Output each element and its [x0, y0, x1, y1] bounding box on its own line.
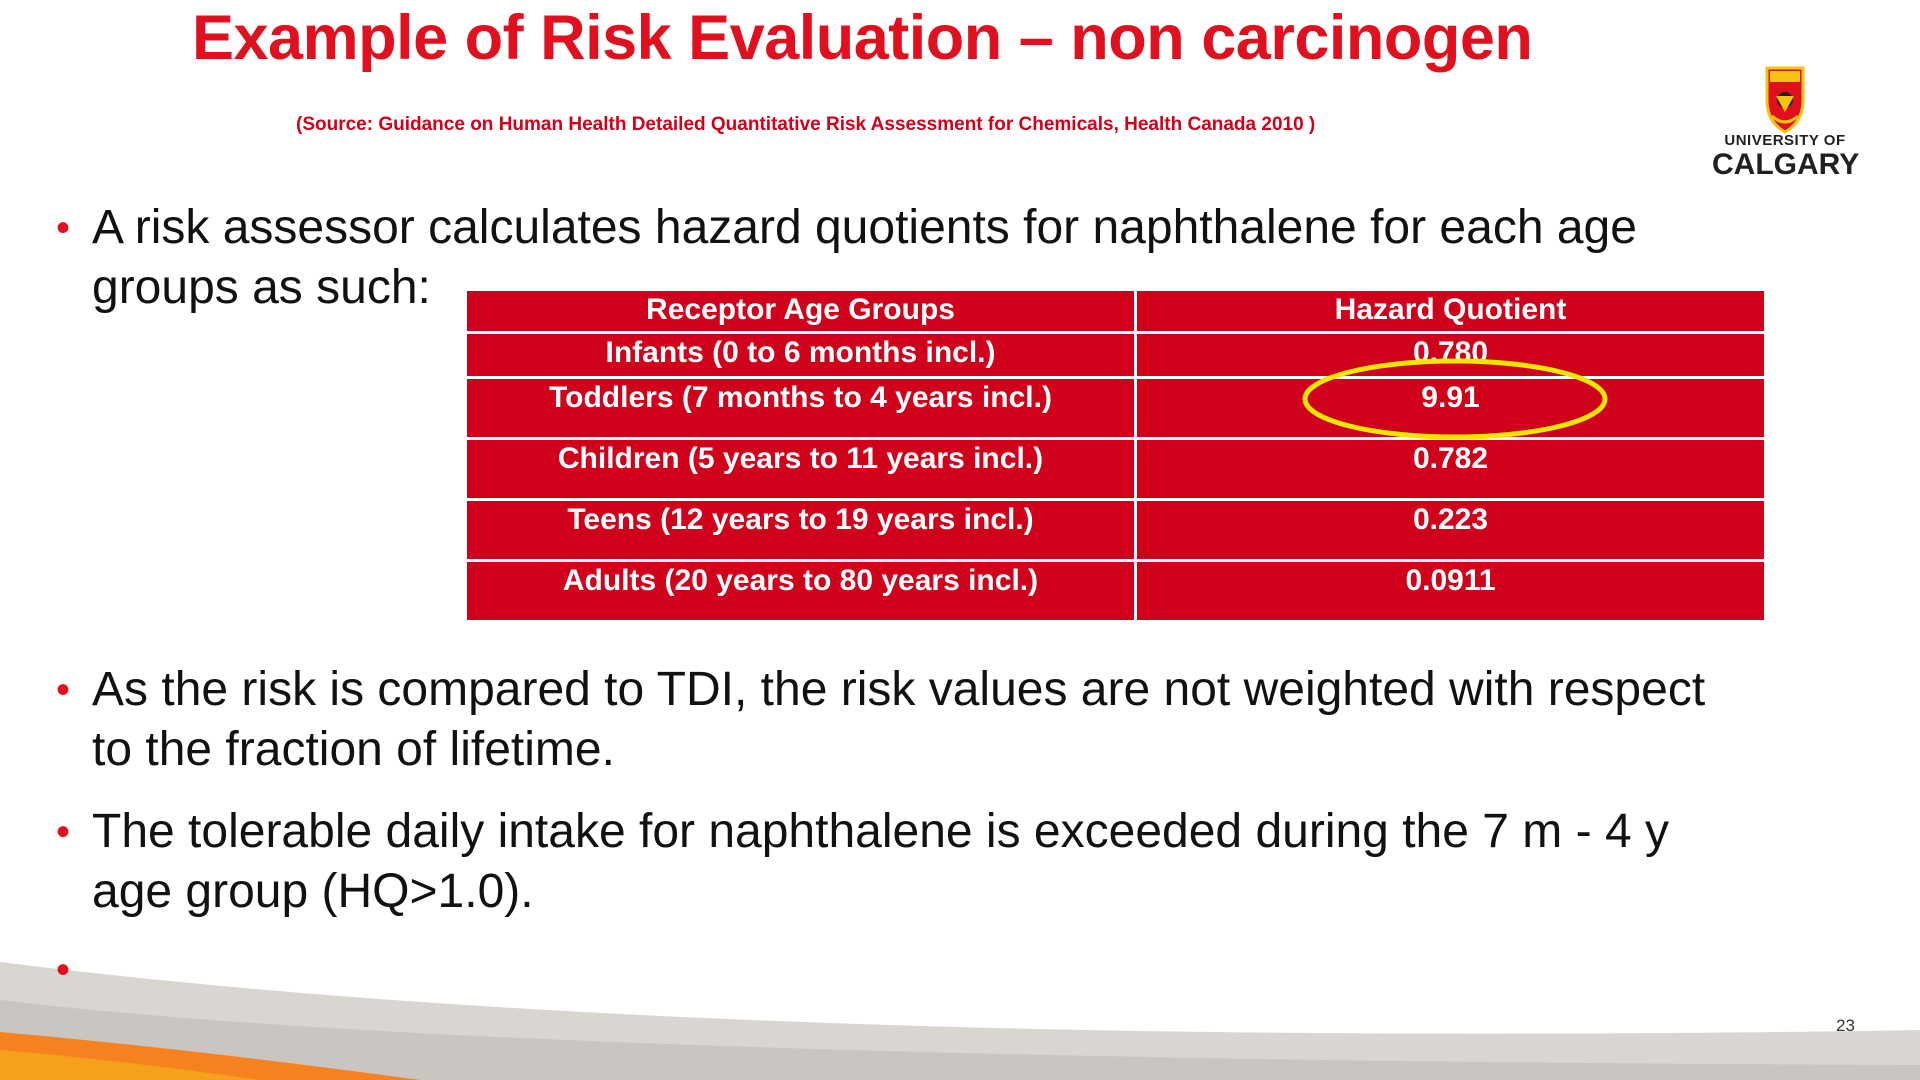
- bullet-3-line-1: The tolerable daily intake for naphthale…: [92, 805, 1669, 858]
- age-group-cell: Infants (0 to 6 months incl.): [464, 331, 1137, 379]
- table-row: Teens (12 years to 19 years incl.) 0.223: [464, 498, 1767, 562]
- hazard-quotient-table: Receptor Age Groups Hazard Quotient Infa…: [464, 288, 1767, 623]
- age-group-cell: Children (5 years to 11 years incl.): [464, 437, 1137, 501]
- university-crest-icon: [1765, 66, 1805, 134]
- column-header-hazard-quotient: Hazard Quotient: [1134, 288, 1767, 334]
- table-row: Children (5 years to 11 years incl.) 0.7…: [464, 437, 1767, 501]
- yellow-ellipse-highlight: [1302, 358, 1608, 440]
- bullet-2-line-1: As the risk is compared to TDI, the risk…: [92, 663, 1706, 716]
- bullet-1-line-2: groups as such:: [92, 261, 431, 314]
- footer-wave-decoration: [0, 962, 1920, 1080]
- hazard-quotient-cell: 0.782: [1134, 437, 1767, 501]
- bullet-dot: •: [56, 668, 71, 712]
- hazard-quotient-cell: 0.223: [1134, 498, 1767, 562]
- hazard-quotient-cell: 0.0911: [1134, 559, 1767, 623]
- column-header-age-groups: Receptor Age Groups: [464, 288, 1137, 334]
- logo-line-2: CALGARY: [1712, 148, 1860, 181]
- bullet-dot: •: [56, 948, 71, 992]
- page-number: 23: [1836, 1016, 1855, 1035]
- university-logo-text: UNIVERSITY OF CALGARY: [1712, 132, 1860, 181]
- logo-line-1: UNIVERSITY OF: [1724, 132, 1846, 149]
- hazard-quotient-cell: 0.780: [1134, 331, 1767, 379]
- age-group-cell: Toddlers (7 months to 4 years incl.): [464, 376, 1137, 440]
- bullet-3-line-2: age group (HQ>1.0).: [92, 865, 534, 918]
- bullet-2-line-2: to the fraction of lifetime.: [92, 723, 615, 776]
- bullet-dot: •: [56, 206, 71, 250]
- table-header-row: Receptor Age Groups Hazard Quotient: [464, 288, 1767, 334]
- table-row: Infants (0 to 6 months incl.) 0.780: [464, 331, 1767, 379]
- table-row: Adults (20 years to 80 years incl.) 0.09…: [464, 559, 1767, 623]
- age-group-cell: Teens (12 years to 19 years incl.): [464, 498, 1137, 562]
- age-group-cell: Adults (20 years to 80 years incl.): [464, 559, 1137, 623]
- slide-title: Example of Risk Evaluation – non carcino…: [192, 3, 1533, 73]
- bullet-1-line-1: A risk assessor calculates hazard quotie…: [92, 201, 1637, 254]
- bullet-dot: •: [56, 810, 71, 854]
- source-citation: (Source: Guidance on Human Health Detail…: [296, 114, 1316, 135]
